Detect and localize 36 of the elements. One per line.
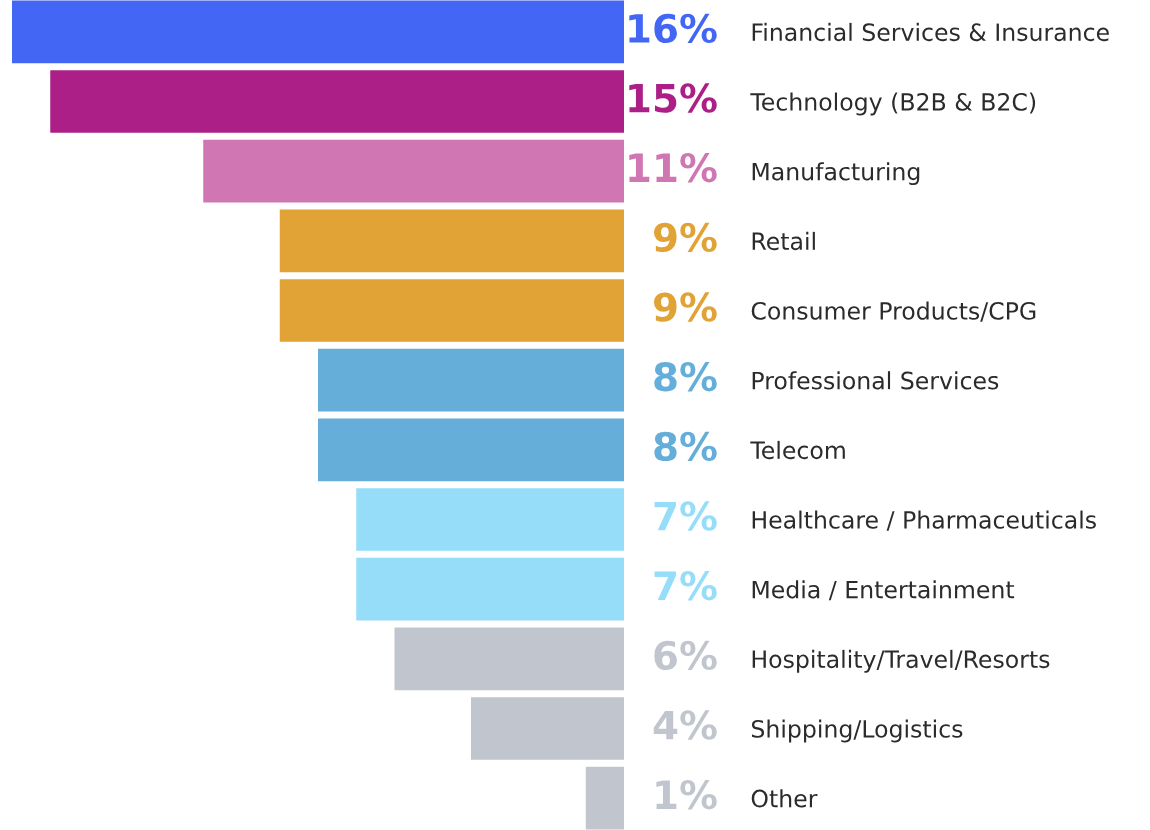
- bar: [203, 139, 624, 203]
- data-label: 9%: [653, 222, 717, 253]
- y-tick-label: Retail: [752, 231, 815, 251]
- data-label: 9%: [653, 292, 717, 322]
- bar: [279, 279, 624, 342]
- bar: [356, 488, 624, 551]
- bar: [318, 418, 624, 482]
- data-label: 4%: [653, 710, 717, 740]
- y-tick-label: Other: [751, 789, 818, 808]
- y-tick-label: Shipping/Logistics: [751, 719, 963, 743]
- bar: [356, 557, 624, 621]
- y-tick-label: Media / Entertainment: [752, 580, 1015, 601]
- y-tick-label: Professional Services: [752, 371, 999, 390]
- data-label: 1%: [656, 780, 717, 810]
- y-tick-label: Hospitality/Travel/Resorts: [752, 649, 1050, 673]
- bar: [12, 0, 624, 64]
- y-tick-label: Financial Services & Insurance: [752, 22, 1109, 42]
- bar: [394, 627, 624, 691]
- bar: [471, 697, 624, 760]
- bar: [318, 348, 624, 412]
- bar: [585, 766, 624, 830]
- bar: [279, 209, 624, 273]
- data-label: 7%: [654, 571, 717, 601]
- data-label: 7%: [654, 501, 717, 531]
- y-tick-label: Telecom: [750, 440, 845, 460]
- data-label: 15%: [629, 83, 717, 113]
- data-label: 16%: [629, 13, 717, 44]
- data-label: 8%: [654, 431, 717, 462]
- y-tick-label: Consumer Products/CPG: [751, 301, 1036, 322]
- bar: [50, 70, 624, 133]
- y-tick-label: Healthcare / Pharmaceuticals: [752, 510, 1096, 531]
- data-label: 11%: [629, 153, 717, 183]
- data-label: 6%: [654, 640, 717, 671]
- y-tick-label: Technology (B2B & B2C): [750, 92, 1036, 116]
- data-label: 8%: [654, 362, 717, 392]
- y-tick-label: Manufacturing: [752, 162, 920, 186]
